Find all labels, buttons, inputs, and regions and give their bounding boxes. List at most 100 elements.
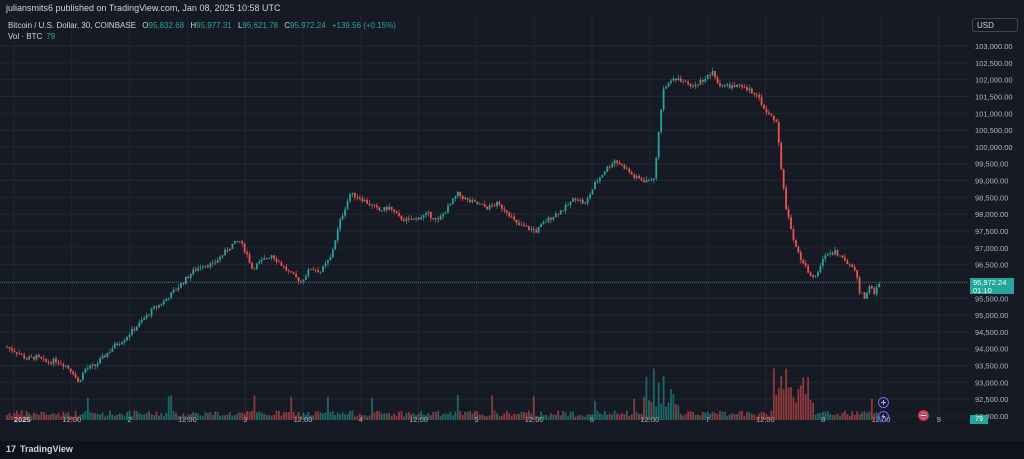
volume-bar bbox=[498, 416, 501, 420]
candle-body bbox=[6, 347, 8, 348]
price-tick-label: 100,500.00 bbox=[975, 126, 1013, 135]
volume-bar bbox=[799, 385, 802, 420]
candle-body bbox=[493, 205, 496, 207]
candle-body bbox=[77, 377, 79, 382]
candle-body bbox=[253, 268, 256, 270]
volume-bar bbox=[714, 412, 716, 420]
candle-body bbox=[572, 198, 574, 202]
volume-bar bbox=[248, 411, 251, 420]
volume-bar bbox=[459, 410, 462, 420]
candle-body bbox=[839, 255, 841, 257]
candle-body bbox=[116, 343, 119, 345]
candle-body bbox=[398, 213, 400, 216]
candle-body bbox=[344, 209, 346, 216]
candle-body bbox=[256, 263, 258, 269]
candle-body bbox=[23, 354, 26, 359]
symbol-name[interactable]: Bitcoin / U.S. Dollar, 30, COINBASE bbox=[8, 21, 137, 30]
volume-label[interactable]: Vol · BTC bbox=[8, 32, 43, 41]
volume-bar bbox=[643, 397, 645, 420]
candle-body bbox=[780, 142, 783, 170]
volume-bar bbox=[755, 416, 758, 420]
candle-body bbox=[106, 352, 109, 357]
candle-body bbox=[633, 174, 636, 178]
candle-body bbox=[15, 352, 18, 354]
candle-body bbox=[496, 201, 498, 207]
currency-button[interactable]: USD bbox=[972, 18, 1018, 32]
candle-body bbox=[135, 326, 138, 331]
candle-body bbox=[623, 164, 626, 169]
candle-body bbox=[407, 218, 410, 220]
volume-bar bbox=[537, 416, 540, 420]
price-axis[interactable]: 103,000.00 102,500.00 102,000.00 101,500.00… bbox=[968, 16, 1024, 427]
candle-body bbox=[89, 365, 92, 369]
volume-bar bbox=[57, 412, 60, 420]
volume-bar bbox=[30, 415, 33, 420]
candle-body bbox=[287, 270, 290, 272]
volume-bar bbox=[86, 397, 89, 420]
volume-bar bbox=[363, 415, 366, 420]
published-by-text: juliansmits6 published on TradingView.co… bbox=[6, 3, 281, 13]
tradingview-brand: TradingView bbox=[20, 444, 73, 454]
candle-body bbox=[113, 343, 116, 349]
tradingview-logo[interactable]: 17 TradingView bbox=[6, 444, 73, 454]
candle-body bbox=[121, 342, 124, 345]
volume-bar bbox=[204, 412, 207, 420]
volume-bar bbox=[400, 411, 403, 420]
candle-body bbox=[814, 275, 817, 277]
volume-bar bbox=[809, 399, 812, 420]
price-tick-label: 102,500.00 bbox=[975, 59, 1013, 68]
candle-body bbox=[569, 201, 572, 206]
volume-bar bbox=[236, 413, 239, 420]
volume-bar bbox=[660, 403, 663, 420]
candle-body bbox=[366, 199, 369, 204]
volume-bar bbox=[20, 410, 23, 420]
candle-body bbox=[785, 188, 787, 210]
candle-body bbox=[153, 306, 155, 309]
volume-bar bbox=[47, 415, 50, 420]
candle-body bbox=[167, 298, 170, 300]
candle-body bbox=[158, 304, 160, 308]
flag-event-icon[interactable] bbox=[918, 410, 929, 421]
candle-body bbox=[194, 269, 197, 271]
candle-body bbox=[611, 164, 614, 168]
volume-bar bbox=[300, 416, 302, 420]
volume-bar bbox=[601, 414, 604, 420]
candle-body bbox=[452, 198, 454, 204]
candle-body bbox=[714, 70, 716, 78]
volume-bar bbox=[733, 414, 736, 420]
candle-body bbox=[214, 262, 217, 264]
candle-body bbox=[72, 371, 75, 375]
volume-bar bbox=[282, 412, 285, 420]
lightning-icon[interactable] bbox=[878, 411, 889, 422]
volume-bar bbox=[403, 416, 405, 420]
candle-body bbox=[721, 85, 724, 87]
volume-bar bbox=[427, 413, 430, 420]
volume-bar bbox=[564, 412, 567, 420]
candle-body bbox=[162, 301, 165, 305]
volume-bar bbox=[635, 411, 638, 420]
candle-body bbox=[719, 83, 721, 86]
candle-body bbox=[731, 85, 734, 89]
volume-bar bbox=[11, 416, 13, 420]
volume-bar bbox=[851, 411, 854, 420]
volume-bar bbox=[113, 415, 116, 420]
low-value: 95,621.78 bbox=[242, 21, 278, 30]
candle-body bbox=[520, 224, 523, 226]
candle-body bbox=[94, 364, 97, 366]
candle-body bbox=[11, 348, 13, 351]
volume-bar bbox=[856, 411, 859, 420]
volume-bar bbox=[207, 413, 209, 420]
price-tick-label: 96,500.00 bbox=[975, 261, 1008, 270]
candle-body bbox=[846, 260, 849, 264]
volume-bar bbox=[567, 416, 569, 420]
candle-body bbox=[128, 334, 131, 338]
volume-bar bbox=[596, 410, 599, 420]
plus-circle-icon[interactable] bbox=[878, 397, 889, 408]
volume-bar bbox=[491, 395, 493, 420]
chart-pane[interactable]: 202512:00212:00312:00412:00512:00612:007… bbox=[0, 16, 968, 427]
candle-body bbox=[226, 249, 229, 251]
candle-body bbox=[251, 262, 253, 269]
volume-bar bbox=[109, 410, 111, 420]
price-tick-label: 94,000.00 bbox=[975, 345, 1008, 354]
candlestick-chart[interactable]: 202512:00212:00312:00412:00512:00612:007… bbox=[0, 16, 968, 427]
